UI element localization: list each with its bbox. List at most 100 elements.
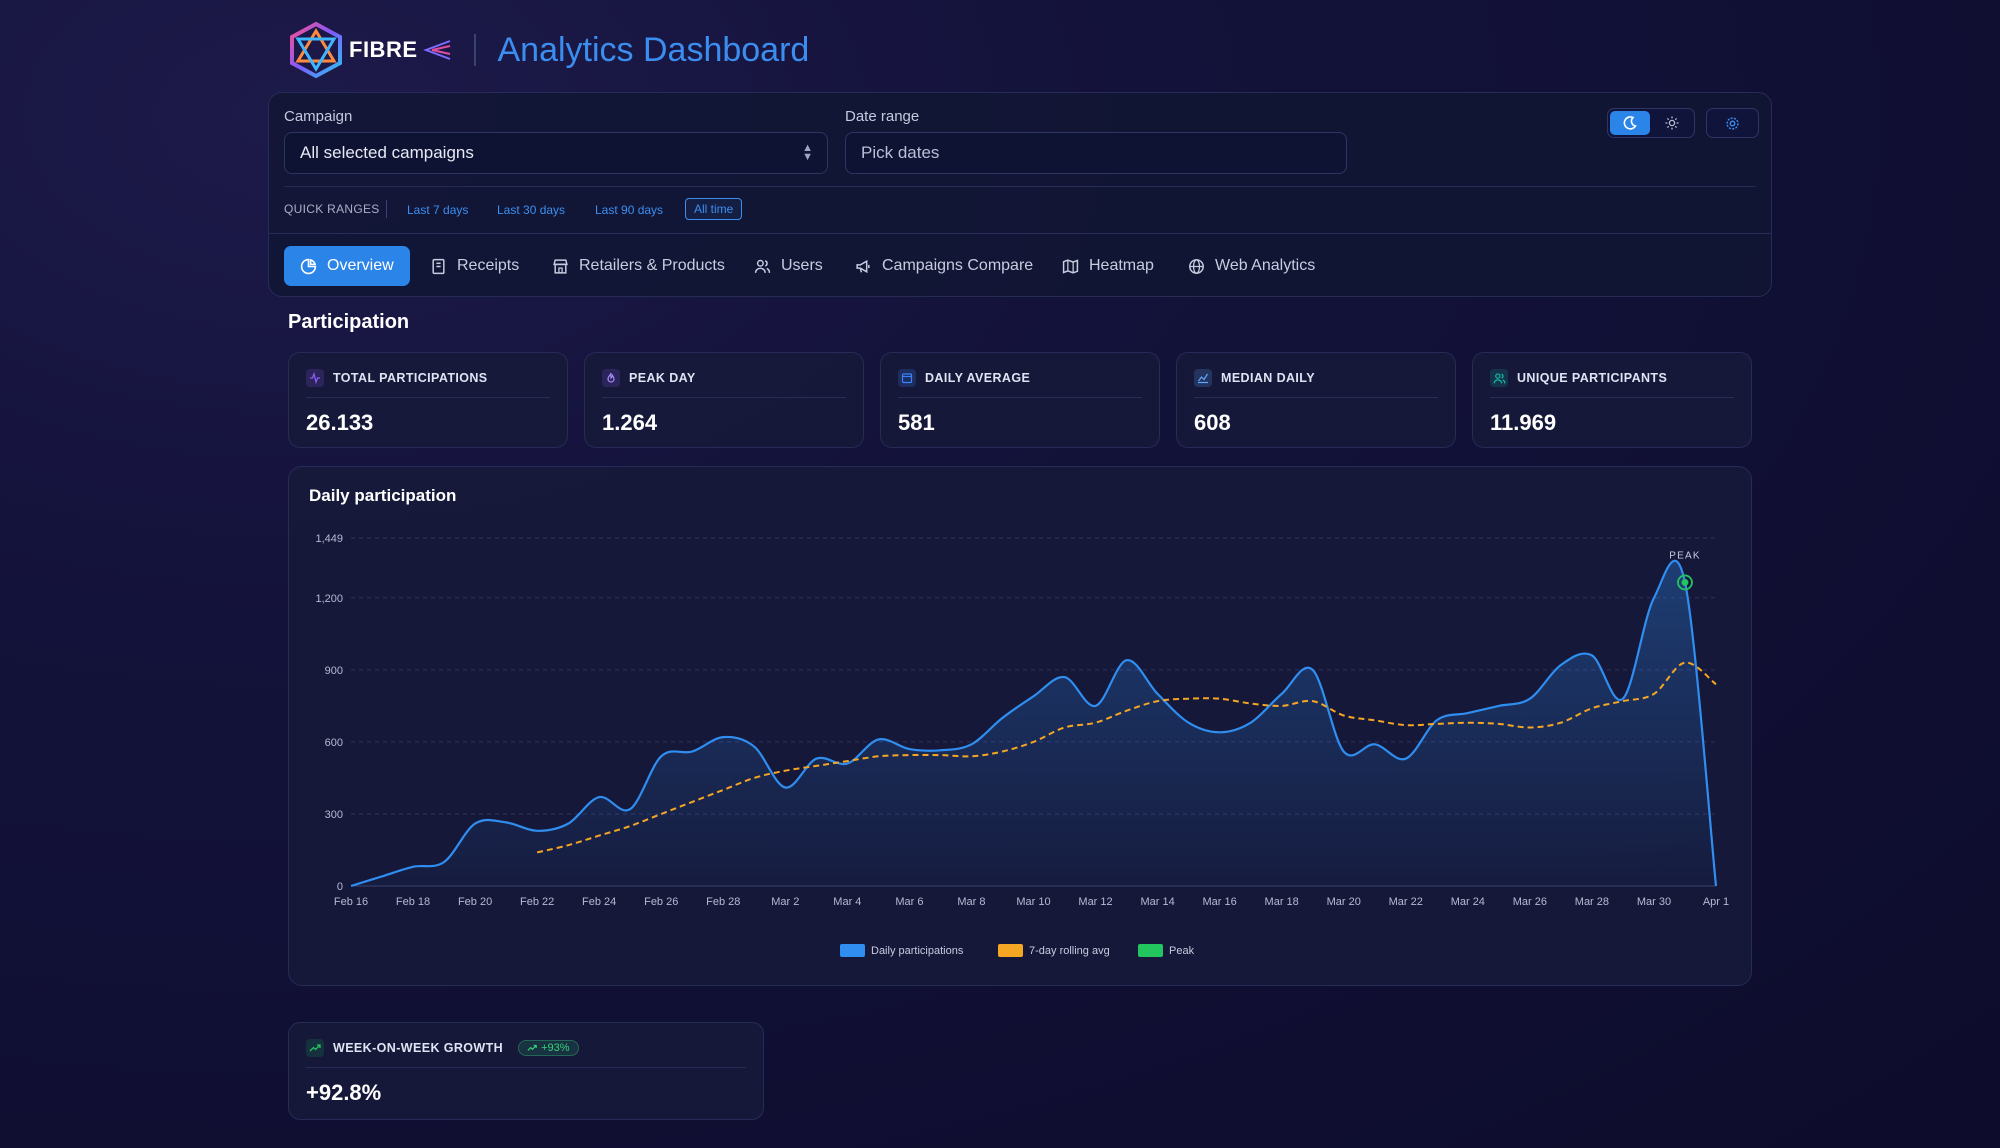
week-on-week-growth-card: WEEK-ON-WEEK GROWTH +93% +92.8%	[288, 1022, 764, 1120]
x-tick-label: Feb 16	[334, 896, 368, 908]
tab-web-analytics-label: Web Analytics	[1215, 257, 1316, 274]
x-tick-label: Mar 24	[1451, 896, 1485, 908]
megaphone-icon	[856, 259, 870, 273]
kpi-value: 1.264	[602, 410, 658, 435]
x-tick-label: Feb 22	[520, 896, 554, 908]
pie-chart-icon	[300, 258, 317, 274]
x-tick-label: Mar 6	[895, 896, 923, 908]
chart-line-icon	[1194, 369, 1212, 387]
theme-toggle[interactable]	[1607, 108, 1695, 138]
y-tick-label: 0	[337, 881, 343, 893]
x-tick-label: Apr 1	[1703, 896, 1729, 908]
gear-icon	[1726, 116, 1739, 130]
kpi-label: DAILY AVERAGE	[925, 371, 1031, 385]
x-tick-label: Mar 30	[1637, 896, 1671, 908]
daily-participation-chart: 0 300 600 900 1,200 1,449 Feb 16 Feb 18 Feb 20 Fe…	[315, 533, 1729, 957]
tab-overview[interactable]: Overview	[284, 246, 410, 286]
moon-icon	[1623, 116, 1637, 130]
tab-campaigns-compare-label: Campaigns Compare	[882, 257, 1034, 274]
dark-mode-button[interactable]	[1610, 111, 1650, 135]
logo-text: FIBRE	[349, 37, 418, 62]
peak-label: PEAK	[1669, 550, 1700, 561]
section-title: Participation	[288, 311, 410, 333]
legend-label: Peak	[1169, 945, 1195, 957]
x-tick-label: Mar 22	[1389, 896, 1423, 908]
tab-users[interactable]: Users	[738, 246, 839, 286]
x-tick-label: Mar 2	[771, 896, 799, 908]
kpi-total-participations: TOTAL PARTICIPATIONS 26.133	[288, 352, 568, 448]
y-tick-label: 1,449	[315, 533, 343, 545]
fibre-logo[interactable]: FIBRE	[287, 21, 452, 79]
tab-heatmap[interactable]: Heatmap	[1046, 246, 1170, 286]
tab-users-label: Users	[781, 257, 823, 274]
settings-button[interactable]	[1706, 108, 1759, 138]
x-tick-label: Mar 16	[1203, 896, 1237, 908]
x-tick-label: Feb 24	[582, 896, 616, 908]
chevron-updown-icon: ▲ ▼	[802, 142, 813, 163]
header-divider	[473, 34, 476, 66]
store-icon	[553, 258, 568, 274]
campaign-select[interactable]: All selected campaigns ▲ ▼	[284, 132, 828, 174]
x-tick-label: Mar 28	[1575, 896, 1609, 908]
kpi-label: MEDIAN DAILY	[1221, 371, 1315, 385]
map-icon	[1062, 258, 1079, 274]
date-range-label: Date range	[845, 108, 920, 125]
legend-swatch	[998, 944, 1023, 957]
legend-swatch	[1138, 944, 1163, 957]
y-tick-label: 600	[325, 737, 343, 749]
y-tick-label: 1,200	[315, 593, 343, 605]
sun-icon	[1665, 116, 1679, 130]
legend-label: 7-day rolling avg	[1029, 945, 1110, 957]
receipt-icon	[432, 258, 445, 274]
filter-panel	[268, 92, 1772, 297]
x-tick-label: Feb 18	[396, 896, 430, 908]
trending-up-icon	[306, 1039, 324, 1057]
growth-badge-text: +93%	[541, 1042, 570, 1054]
kpi-value: 581	[898, 410, 935, 435]
flame-icon	[602, 369, 620, 387]
light-mode-button[interactable]	[1652, 111, 1692, 135]
x-tick-label: Mar 14	[1140, 896, 1174, 908]
legend-label: Daily participations	[871, 945, 964, 957]
campaign-label: Campaign	[284, 108, 353, 125]
growth-badge: +93%	[518, 1040, 579, 1056]
quick-range-all-time[interactable]: All time	[685, 198, 743, 220]
tab-heatmap-label: Heatmap	[1089, 257, 1154, 274]
tab-retailers-products[interactable]: Retailers & Products	[536, 246, 741, 286]
peak-marker	[1681, 578, 1689, 586]
quick-range-last-30[interactable]: Last 30 days	[497, 203, 566, 217]
peak-marker-ring	[1677, 574, 1693, 591]
kpi-label: PEAK DAY	[629, 371, 696, 385]
x-tick-label: Mar 4	[833, 896, 861, 908]
kpi-label: TOTAL PARTICIPATIONS	[333, 371, 488, 385]
chart-title: Daily participation	[309, 486, 457, 505]
tab-web-analytics[interactable]: Web Analytics	[1172, 246, 1331, 286]
quick-ranges-label: QUICK RANGES	[284, 202, 380, 216]
kpi-value: 26.133	[306, 410, 374, 435]
panel-divider	[284, 186, 1756, 187]
tab-receipts[interactable]: Receipts	[414, 246, 535, 286]
kpi-unique-participants: UNIQUE PARTICIPANTS 11.969	[1472, 352, 1752, 448]
tab-receipts-label: Receipts	[457, 257, 520, 274]
date-range-input[interactable]: Pick dates	[845, 132, 1347, 174]
globe-icon	[1189, 258, 1204, 274]
legend-swatch	[840, 944, 865, 957]
trending-up-icon	[527, 1044, 537, 1051]
kpi-value: 608	[1194, 410, 1231, 435]
quick-range-last-7[interactable]: Last 7 days	[407, 203, 469, 217]
daily-participations-area	[351, 560, 1716, 886]
quick-ranges-separator	[386, 200, 387, 218]
users-icon	[1490, 369, 1508, 387]
quick-range-last-90[interactable]: Last 90 days	[595, 203, 664, 217]
calendar-icon	[898, 369, 916, 387]
y-tick-label: 300	[325, 809, 343, 821]
x-tick-label: Mar 18	[1265, 896, 1299, 908]
fibre-logo-mark	[290, 21, 342, 79]
x-tick-label: Mar 12	[1078, 896, 1112, 908]
tab-overview-label: Overview	[327, 257, 394, 274]
growth-value: +92.8%	[306, 1080, 382, 1105]
x-tick-label: Mar 8	[957, 896, 985, 908]
tab-campaigns-compare[interactable]: Campaigns Compare	[839, 246, 1049, 286]
header: FIBRE Analytics Dashboard	[287, 18, 809, 82]
tab-retailers-label: Retailers & Products	[579, 257, 725, 274]
